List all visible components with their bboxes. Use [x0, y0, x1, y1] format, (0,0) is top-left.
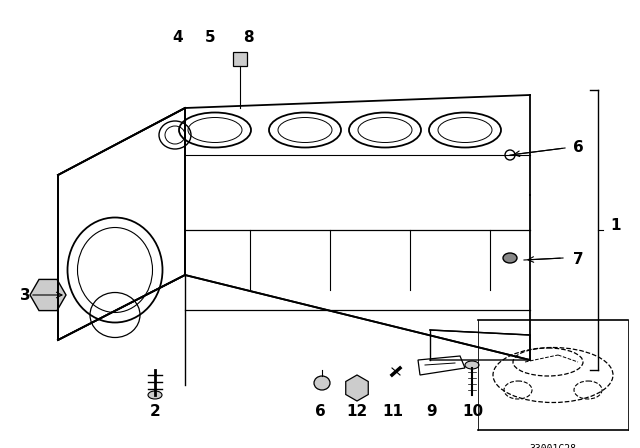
Ellipse shape — [148, 391, 162, 399]
Text: 8: 8 — [243, 30, 253, 46]
Text: 5: 5 — [205, 30, 215, 46]
Text: 3: 3 — [20, 289, 30, 303]
Text: 1: 1 — [611, 217, 621, 233]
Text: 6: 6 — [573, 141, 584, 155]
Text: 4: 4 — [173, 30, 183, 46]
Bar — [233, 52, 247, 66]
Text: 2: 2 — [150, 405, 161, 419]
Ellipse shape — [503, 253, 517, 263]
Text: 33001C28: 33001C28 — [529, 444, 577, 448]
Ellipse shape — [314, 376, 330, 390]
Text: 12: 12 — [346, 405, 367, 419]
Text: 10: 10 — [463, 405, 484, 419]
Text: 7: 7 — [573, 253, 583, 267]
Text: 9: 9 — [427, 405, 437, 419]
Text: 6: 6 — [315, 405, 325, 419]
Text: 11: 11 — [383, 405, 403, 419]
Ellipse shape — [465, 361, 479, 369]
